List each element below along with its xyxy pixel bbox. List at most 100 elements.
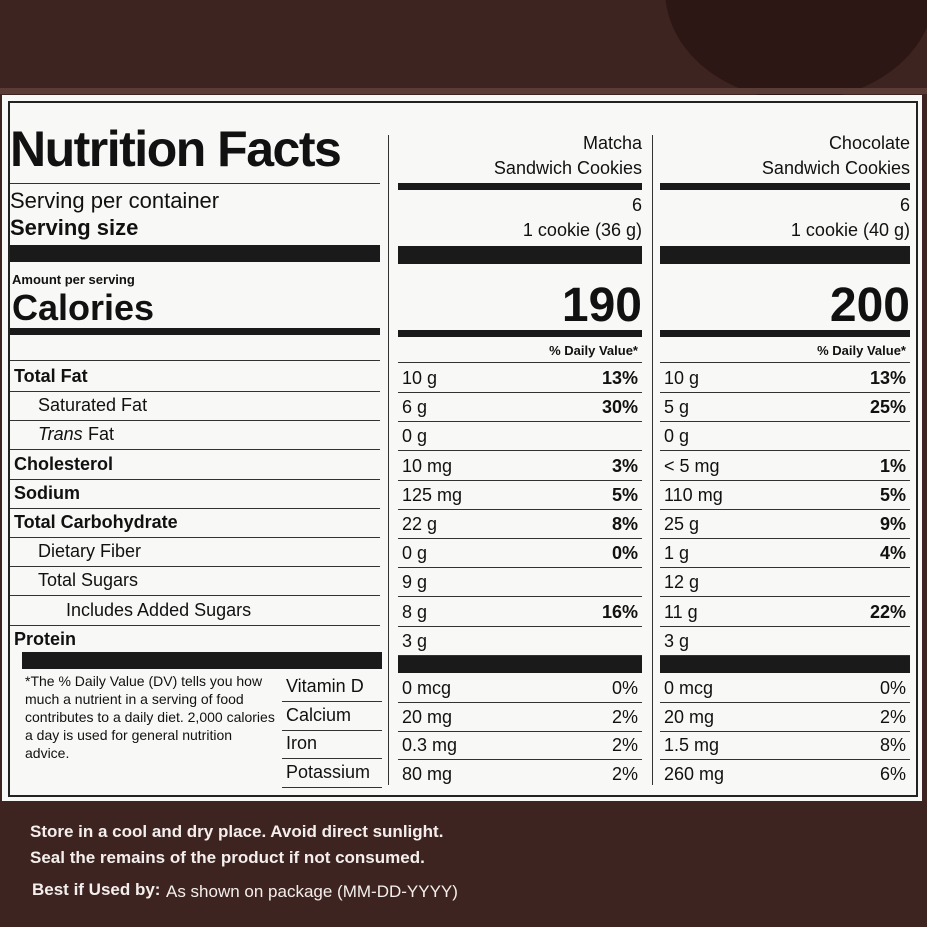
- storage-text: Seal the remains of the product if not c…: [30, 848, 425, 867]
- rule: [398, 567, 642, 569]
- amount: 1.5 mg: [664, 735, 720, 755]
- rule: [282, 729, 382, 731]
- dv-header: % Daily Value*: [549, 343, 638, 358]
- rule: [398, 479, 642, 481]
- medium-bar: [10, 328, 380, 335]
- rule: [660, 730, 910, 732]
- nutrient-name: Total Fat: [14, 366, 88, 386]
- thick-bar: [398, 246, 642, 264]
- amount-label: Amount per serving: [12, 272, 135, 287]
- daily-value: 2%: [611, 763, 638, 784]
- label-border: [8, 101, 918, 797]
- vitamin-name: Potassium: [286, 761, 371, 782]
- amount: 0 g: [664, 426, 690, 447]
- nutrient-name: Total Carbohydrate: [14, 512, 178, 532]
- rule: [660, 702, 910, 703]
- rule: [398, 596, 642, 598]
- nutrient-name: Sodium: [14, 482, 80, 503]
- amount: 6 g: [402, 397, 428, 418]
- rule: [10, 391, 380, 392]
- package-edge: [0, 88, 927, 94]
- nutrient-name: Saturated Fat: [38, 395, 148, 416]
- daily-value: 8%: [879, 735, 906, 755]
- amount: 11 g: [664, 601, 698, 622]
- rule: [10, 566, 380, 568]
- servings: 6: [631, 195, 642, 215]
- amount: 3 g: [664, 630, 690, 651]
- dv-header: % Daily Value*: [817, 343, 906, 358]
- rule: [660, 362, 910, 363]
- amount: 12 g: [664, 572, 700, 593]
- daily-value: 6%: [879, 763, 906, 784]
- rule: [10, 595, 380, 597]
- product-name: Matcha: [582, 133, 642, 153]
- nutrient-name: Protein: [14, 628, 77, 649]
- daily-value: 0%: [611, 543, 638, 564]
- rule: [10, 183, 380, 184]
- rule: [660, 759, 910, 760]
- amount: 20 mg: [664, 706, 715, 727]
- rule: [660, 654, 910, 656]
- amount: 10 mg: [402, 455, 453, 476]
- amount: 0 mcg: [402, 678, 452, 698]
- nutrient-name: Dietary Fiber: [38, 541, 142, 562]
- rule: [398, 759, 642, 760]
- daily-value: 1%: [879, 455, 906, 476]
- daily-value: 5%: [611, 484, 638, 505]
- rule: [660, 625, 910, 627]
- medium-bar: [398, 330, 642, 337]
- rule: [660, 479, 910, 481]
- rule: [398, 450, 642, 452]
- best-by-label: Best if Used by:: [32, 880, 161, 899]
- nutrient-name: Total Sugars: [38, 570, 139, 591]
- amount: 0 g: [402, 543, 428, 564]
- daily-value: 2%: [611, 735, 638, 755]
- amount: 80 mg: [402, 763, 453, 784]
- rule: [398, 421, 642, 423]
- rule: [660, 596, 910, 598]
- column-divider: [388, 135, 389, 785]
- daily-value: 30%: [601, 397, 638, 418]
- rule: [660, 392, 910, 393]
- daily-value: 13%: [869, 368, 906, 388]
- daily-value: 13%: [601, 368, 638, 388]
- calories-label: Calories: [12, 287, 155, 328]
- daily-value: 16%: [601, 601, 638, 622]
- product-name: Chocolate: [828, 133, 910, 153]
- amount: < 5 mg: [664, 455, 720, 476]
- rule: [398, 654, 642, 656]
- vitamin-name: Calcium: [286, 704, 352, 725]
- rule: [398, 625, 642, 627]
- daily-value: 2%: [879, 706, 906, 727]
- serving-size-label: Serving size: [10, 215, 139, 240]
- rule: [10, 624, 380, 626]
- footnote: *The % Daily Value (DV) tells you how mu…: [25, 673, 275, 761]
- rule: [398, 702, 642, 703]
- amount: 10 g: [402, 368, 438, 388]
- rule: [282, 701, 382, 702]
- thick-rule: [398, 183, 642, 190]
- rule: [10, 478, 380, 480]
- thick-bar: [22, 652, 382, 669]
- amount: 22 g: [402, 514, 438, 534]
- nutrient-name: Cholesterol: [14, 453, 114, 474]
- calories: 190: [561, 279, 642, 332]
- amount: 125 mg: [402, 484, 463, 505]
- daily-value: 25%: [869, 397, 906, 418]
- vitamin-name: Iron: [286, 733, 318, 753]
- amount: 10 g: [664, 368, 700, 388]
- servings: 6: [899, 195, 910, 215]
- amount: 8 g: [402, 601, 428, 622]
- daily-value: 8%: [611, 514, 638, 534]
- amount: 25 g: [664, 514, 700, 534]
- rule: [10, 449, 380, 451]
- package-decoration: [665, 0, 927, 100]
- rule: [282, 786, 382, 788]
- rule: [10, 420, 380, 422]
- rule: [398, 392, 642, 393]
- daily-value: 0%: [879, 678, 906, 698]
- amount: 3 g: [402, 630, 428, 651]
- storage-text: Store in a cool and dry place. Avoid dir…: [30, 822, 444, 841]
- rule: [660, 567, 910, 569]
